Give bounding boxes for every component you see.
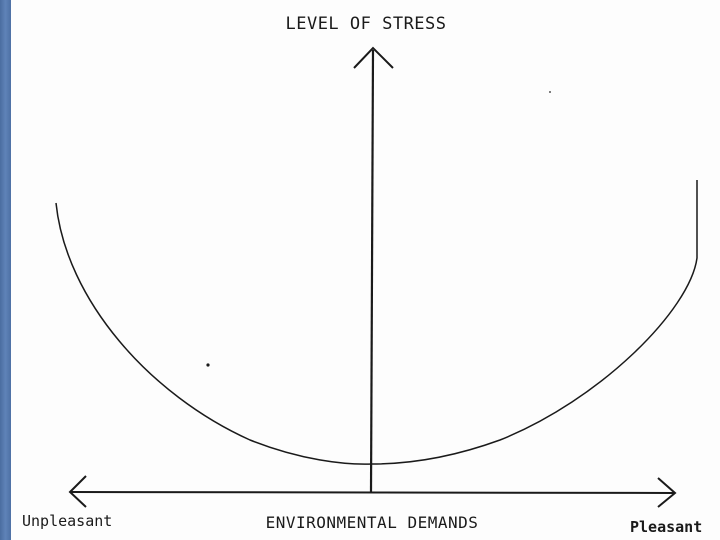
- stress-curve: [55, 180, 698, 465]
- x-axis-left-arrowhead: [68, 475, 87, 508]
- x-axis-left-end-label: Unpleasant: [22, 512, 113, 530]
- y-axis-line: [369, 49, 375, 493]
- y-axis-arrowhead: [353, 46, 394, 69]
- x-axis-line: [69, 491, 675, 494]
- y-axis-label: LEVEL OF STRESS: [285, 14, 447, 34]
- side-accent-bar: [0, 0, 11, 540]
- scan-speck: [206, 363, 210, 367]
- scan-speck: [549, 91, 551, 93]
- x-axis-right-end-label: Pleasant: [630, 518, 703, 536]
- x-axis-label: ENVIRONMENTAL DEMANDS: [265, 513, 479, 532]
- x-axis-right-arrowhead: [657, 477, 677, 508]
